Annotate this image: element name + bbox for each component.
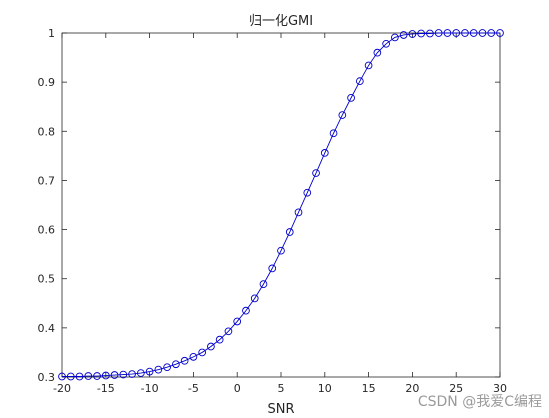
data-point — [250, 294, 259, 303]
watermark: CSDN @我爱C编程 — [418, 394, 542, 410]
y-tick-label: 0.6 — [38, 224, 56, 237]
y-tick-label: 0.9 — [38, 76, 56, 89]
data-point — [285, 228, 294, 236]
data-point — [277, 246, 285, 255]
data-point — [303, 188, 312, 197]
data-point — [224, 327, 233, 336]
series-group — [58, 29, 504, 381]
data-point — [426, 29, 434, 38]
data-point — [128, 370, 136, 378]
y-tick-label: 0.7 — [38, 174, 56, 187]
data-point — [242, 306, 250, 315]
data-point — [434, 29, 443, 37]
data-point — [145, 367, 154, 376]
data-point — [452, 29, 461, 37]
data-point — [180, 356, 189, 365]
x-tick-label: -5 — [188, 382, 199, 395]
data-point — [399, 31, 408, 39]
chart-title: 归一化GMI — [249, 14, 313, 29]
data-point — [469, 29, 478, 37]
data-point — [215, 335, 224, 344]
data-point — [75, 372, 84, 381]
data-point — [373, 48, 382, 57]
data-point — [101, 371, 110, 380]
data-point — [136, 369, 145, 377]
x-axis-label: SNR — [267, 402, 294, 417]
y-tick-label: 0.8 — [38, 125, 56, 138]
data-point — [408, 30, 417, 38]
data-point — [391, 33, 399, 42]
data-point — [312, 169, 320, 177]
data-point — [172, 360, 180, 369]
axis-ticks: -20 -15 -10 -5 0 5 10 15 20 25 30 0.3 0.4 0.5 0.6 0.7 0.… — [38, 27, 508, 395]
y-tick-label: 1 — [48, 27, 55, 40]
x-tick-label: 0 — [234, 382, 241, 395]
x-tick-label: -20 — [53, 382, 71, 395]
y-tick-label: 0.4 — [38, 322, 56, 335]
data-point — [487, 29, 496, 37]
x-tick-label: 5 — [278, 382, 285, 395]
data-point — [58, 372, 66, 381]
y-tick-label: 0.5 — [38, 273, 56, 286]
data-point — [347, 94, 355, 102]
data-point — [268, 264, 277, 273]
data-point — [461, 29, 469, 37]
data-point — [207, 342, 215, 351]
x-tick-label: -10 — [141, 382, 159, 395]
data-point — [294, 208, 303, 217]
data-point — [93, 372, 101, 380]
data-point — [320, 149, 329, 157]
x-tick-label: 30 — [493, 382, 507, 395]
data-point — [189, 353, 198, 361]
data-point — [259, 280, 268, 288]
x-tick-label: 15 — [362, 382, 376, 395]
data-point — [329, 129, 338, 138]
data-point — [382, 39, 390, 48]
data-point — [66, 372, 75, 381]
data-point — [154, 365, 163, 374]
data-point — [355, 77, 364, 86]
data-point — [417, 29, 426, 38]
data-point — [233, 317, 242, 326]
data-point — [110, 371, 119, 379]
x-tick-label: 10 — [318, 382, 332, 395]
data-point — [163, 363, 171, 372]
x-tick-label: 20 — [405, 382, 419, 395]
data-point — [364, 61, 373, 70]
data-point — [198, 348, 207, 357]
data-point — [478, 29, 487, 37]
plot-area — [61, 32, 501, 378]
data-point — [443, 29, 452, 37]
data-point — [496, 29, 504, 37]
series-line — [62, 32, 500, 377]
data-point — [119, 370, 128, 379]
data-point — [338, 111, 347, 119]
x-tick-label: 25 — [449, 382, 463, 395]
data-point — [84, 372, 93, 380]
x-tick-label: -15 — [97, 382, 115, 395]
y-tick-label: 0.3 — [38, 371, 56, 384]
